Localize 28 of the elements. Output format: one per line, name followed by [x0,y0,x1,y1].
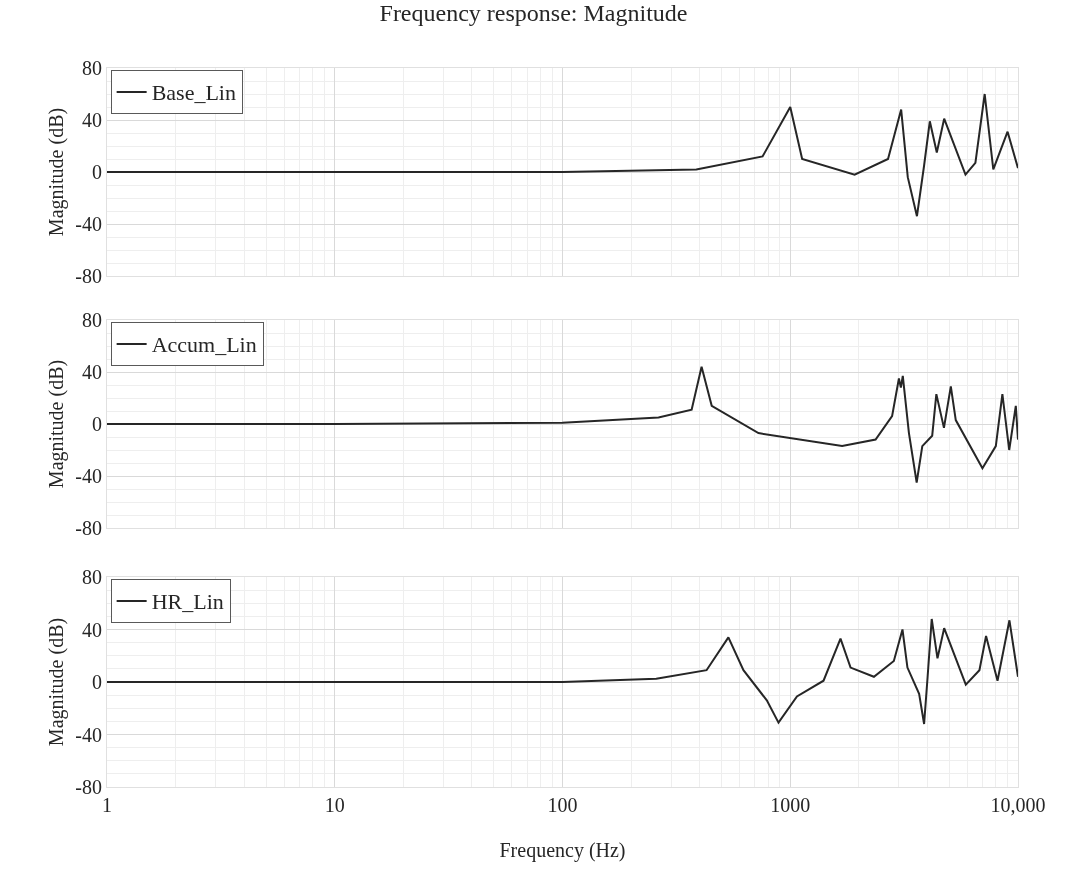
x-tick-label: 10,000 [990,794,1046,816]
legend-label: Accum_Lin [151,332,257,358]
y-tick-label: -40 [75,213,102,235]
y-tick-label: 0 [92,413,102,435]
legend-label: HR_Lin [151,589,224,615]
x-tick-label: 100 [547,794,578,816]
y-axis-title: Magnitude (dB) [44,107,68,237]
x-tick-label: 1 [102,794,112,816]
chart-title: Frequency response: Magnitude [379,0,688,27]
y-tick-label: 80 [82,309,102,331]
y-tick-label: 80 [82,57,102,79]
x-tick-label: 1000 [770,794,811,816]
legend-label: Base_Lin [151,80,236,106]
y-tick-label: 0 [92,671,102,693]
y-axis-title: Magnitude (dB) [44,359,68,489]
y-tick-label: -40 [75,723,102,746]
y-tick-label: 40 [82,109,102,131]
y-tick-label: -40 [75,465,102,487]
y-tick-label: -80 [75,265,102,287]
y-tick-label: -80 [75,776,102,798]
x-tick-label: 10 [324,794,345,816]
x-axis-title: Frequency (Hz) [499,839,626,862]
y-tick-label: 80 [82,566,102,588]
y-tick-label: 40 [82,618,102,641]
y-tick-label: 0 [92,161,102,183]
y-axis-title: Magnitude (dB) [44,617,68,747]
y-tick-label: -80 [75,517,102,539]
y-tick-label: 40 [82,361,102,383]
